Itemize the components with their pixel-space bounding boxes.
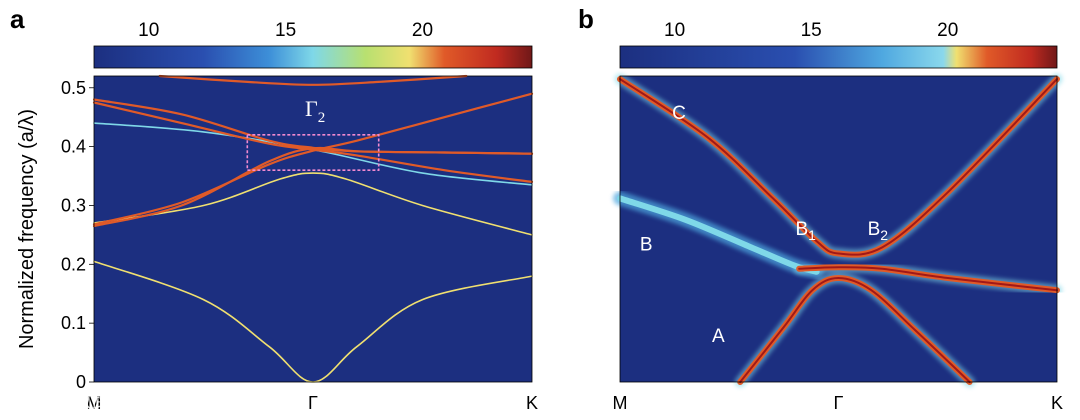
colorbar-tick-label: 10 <box>664 20 685 41</box>
y-tick-label: 0.5 <box>61 78 86 98</box>
plot-b-bands <box>613 73 1063 388</box>
panel-a-label: a <box>10 4 25 34</box>
band-a-5 <box>92 98 534 155</box>
x-tick-label: Γ <box>308 393 318 413</box>
y-tick-label: 0.3 <box>61 195 86 215</box>
y-tick-label: 0 <box>76 372 86 392</box>
band-label-a: A <box>712 326 725 347</box>
band-b-core <box>739 276 971 383</box>
plot-a-area <box>94 76 532 382</box>
y-tick-label: 0.4 <box>61 137 86 157</box>
band-a-1 <box>93 172 533 236</box>
x-tick-label: M <box>87 393 102 413</box>
band-a-6 <box>92 101 534 183</box>
band-a-7 <box>158 74 468 86</box>
y-axis-label: Normalized frequency (a/λ) <box>16 109 38 349</box>
band-b-core <box>619 78 1058 256</box>
plot-a-bands <box>92 74 534 383</box>
y-tick-label: 0.2 <box>61 254 86 274</box>
band-label-b: B <box>640 234 653 255</box>
watermark-logo-icon <box>12 391 32 411</box>
x-tick-label: K <box>1051 393 1063 413</box>
x-tick-label: Γ <box>834 393 844 413</box>
band-label-c: C <box>672 103 686 124</box>
plot-b-frame <box>619 75 1058 383</box>
x-tick-label: K <box>526 393 538 413</box>
plot-a-frame <box>93 75 533 383</box>
gamma2-highlight-box <box>246 134 380 171</box>
colorbar-tick-label: 20 <box>937 20 958 41</box>
panel-b-label: b <box>578 4 594 34</box>
colorbar-tick-label: 15 <box>801 20 822 41</box>
watermark-text: 大数跨境 <box>52 389 132 413</box>
colorbar-b <box>619 45 1058 69</box>
x-tick-label: M <box>613 393 628 413</box>
band-b-core <box>798 266 1058 292</box>
colorbar-tick-label: 20 <box>412 20 433 41</box>
colorbar-tick-label: 15 <box>275 20 296 41</box>
colorbar-a <box>93 45 533 69</box>
colorbar-tick-label: 10 <box>138 20 159 41</box>
y-tick-label: 0.1 <box>61 313 86 333</box>
